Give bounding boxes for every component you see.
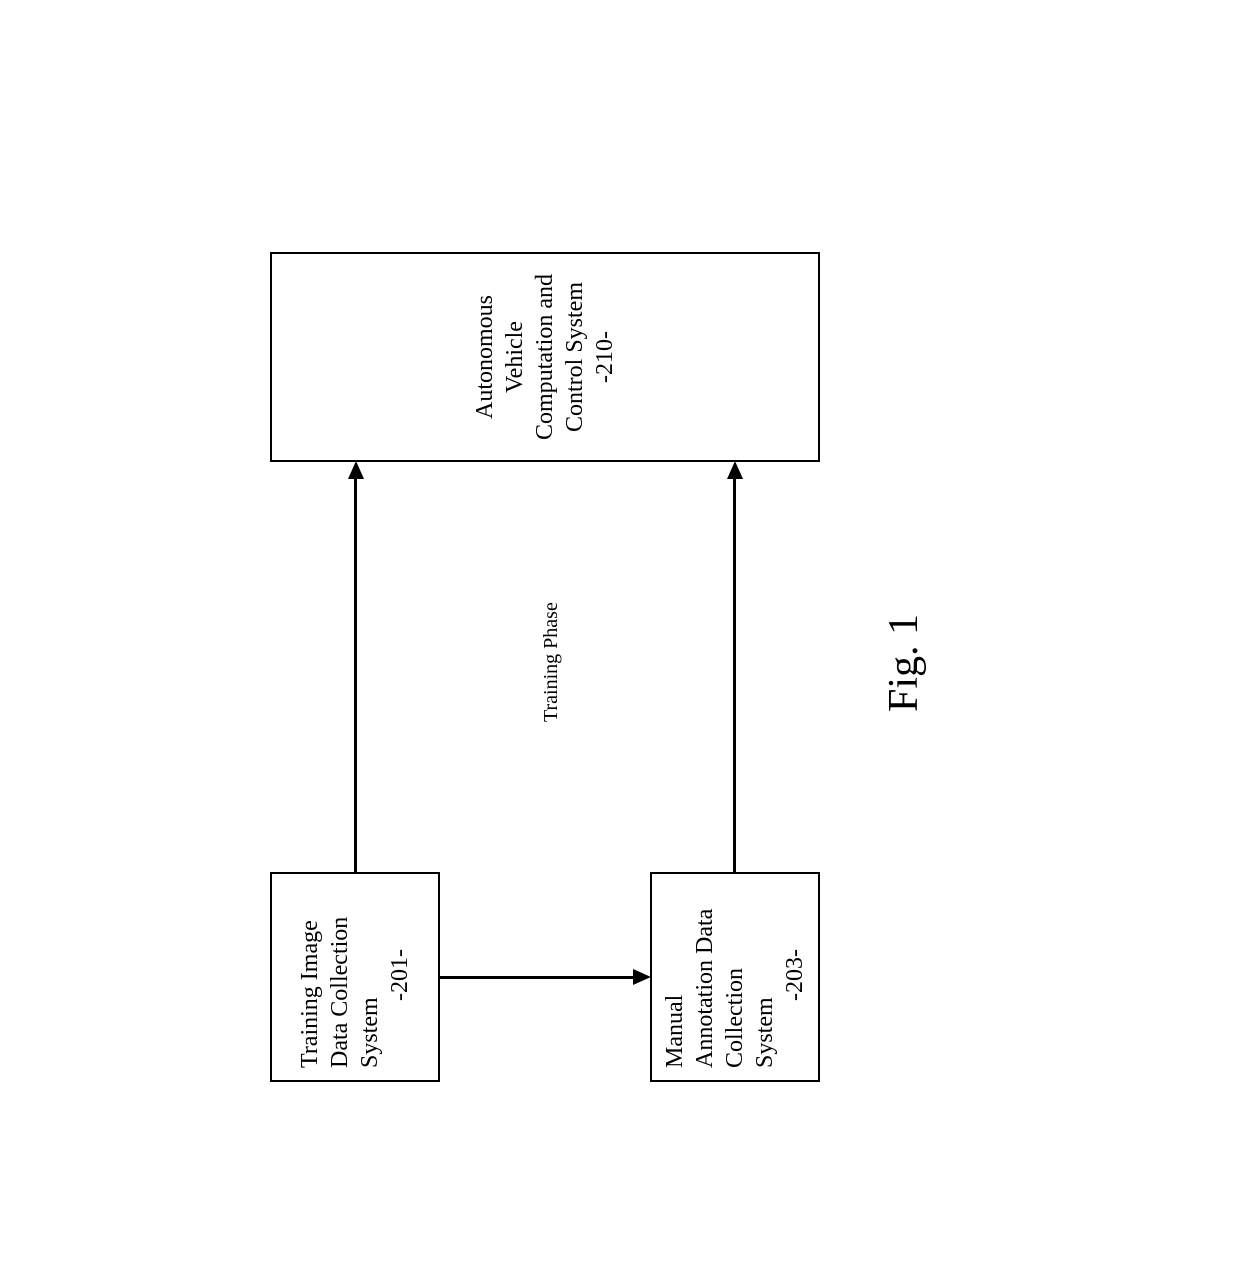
arrow-201-to-210-head — [348, 461, 364, 479]
node-201-line-3: -201- — [385, 882, 415, 1068]
arrow-201-to-210-line — [354, 477, 357, 872]
node-training-image-data-collection: Training Image Data Collection System -2… — [270, 872, 440, 1082]
flowchart-diagram: Training Image Data Collection System -2… — [270, 182, 970, 1082]
node-manual-annotation-data-collection: Manual Annotation Data Collection System… — [650, 872, 820, 1082]
node-203-line-1: Annotation Data — [692, 909, 718, 1068]
node-210-line-3: Control System — [562, 282, 588, 432]
arrow-203-to-210-line — [733, 477, 736, 872]
arrow-203-to-210-head — [727, 461, 743, 479]
node-203-line-2: Collection — [722, 968, 748, 1068]
arrow-201-to-203-line — [440, 976, 635, 979]
node-203-line-3: System — [752, 997, 778, 1068]
node-203-line-0: Manual — [662, 995, 688, 1068]
figure-label: Fig. 1 — [880, 614, 928, 712]
node-201-line-2: System — [357, 997, 383, 1068]
node-201-line-0: Training Image — [297, 920, 323, 1068]
node-210-line-4: -210- — [592, 331, 618, 383]
node-201-line-1: Data Collection — [327, 917, 353, 1068]
node-210-line-0: Autonomous — [472, 295, 498, 419]
node-210-line-1: Vehicle — [502, 321, 528, 393]
node-210-label: Autonomous Vehicle Computation and Contr… — [470, 274, 620, 440]
node-203-label: Manual Annotation Data Collection System… — [660, 882, 810, 1072]
node-203-line-4: -203- — [780, 882, 810, 1068]
node-201-label: Training Image Data Collection System -2… — [295, 882, 415, 1072]
node-210-line-2: Computation and — [532, 274, 558, 440]
arrow-201-to-203-head — [633, 969, 651, 985]
node-autonomous-vehicle-control-system: Autonomous Vehicle Computation and Contr… — [270, 252, 820, 462]
training-phase-label: Training Phase — [540, 602, 563, 722]
